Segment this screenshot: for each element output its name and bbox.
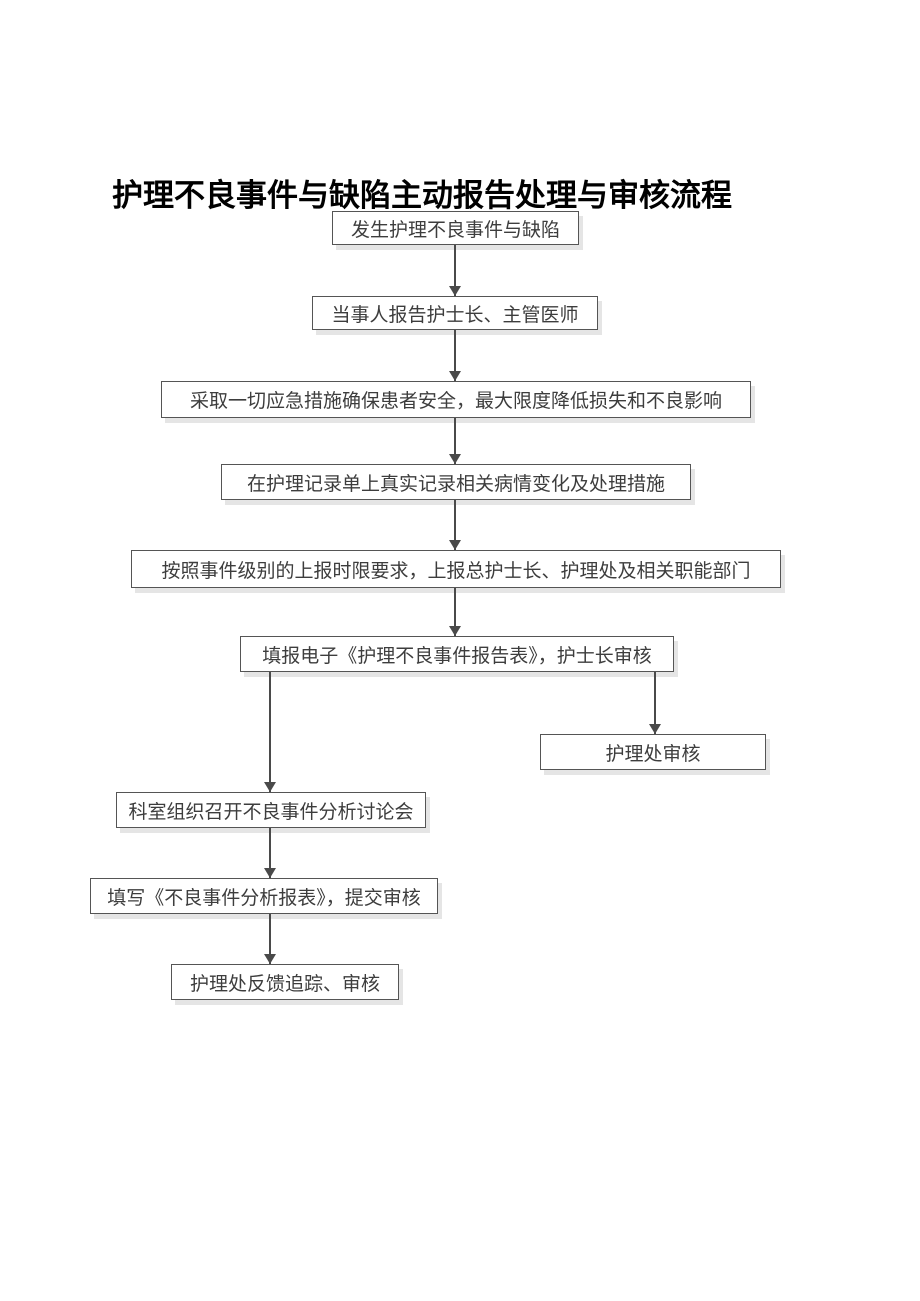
edge-line bbox=[654, 672, 656, 704]
node-analysis-report: 填写《不良事件分析报表》，提交审核 bbox=[90, 878, 438, 914]
node-nursing-review: 护理处审核 bbox=[540, 734, 766, 770]
diagram-title: 护理不良事件与缺陷主动报告处理与审核流程 bbox=[112, 170, 732, 215]
node-emergency: 采取一切应急措施确保患者安全，最大限度降低损失和不良影响 bbox=[161, 381, 751, 418]
flowchart-canvas: 护理不良事件与缺陷主动报告处理与审核流程 发生护理不良事件与缺陷 当事人报告护士… bbox=[0, 0, 920, 1301]
node-feedback-track: 护理处反馈追踪、审核 bbox=[171, 964, 399, 1000]
arrowhead-icon bbox=[649, 724, 661, 734]
arrowhead-icon bbox=[449, 626, 461, 636]
node-event-occur: 发生护理不良事件与缺陷 bbox=[332, 211, 579, 245]
arrowhead-icon bbox=[264, 954, 276, 964]
arrowhead-icon bbox=[449, 371, 461, 381]
node-report-head: 当事人报告护士长、主管医师 bbox=[312, 296, 598, 330]
arrowhead-icon bbox=[449, 540, 461, 550]
arrowhead-icon bbox=[449, 454, 461, 464]
node-fill-form: 填报电子《护理不良事件报告表》，护士长审核 bbox=[240, 636, 674, 672]
node-report-dept: 按照事件级别的上报时限要求，上报总护士长、护理处及相关职能部门 bbox=[131, 550, 781, 588]
node-record: 在护理记录单上真实记录相关病情变化及处理措施 bbox=[221, 464, 691, 500]
arrowhead-icon bbox=[264, 868, 276, 878]
node-dept-meeting: 科室组织召开不良事件分析讨论会 bbox=[116, 792, 426, 828]
arrowhead-icon bbox=[449, 286, 461, 296]
edge-line bbox=[269, 672, 271, 792]
arrowhead-icon bbox=[264, 782, 276, 792]
